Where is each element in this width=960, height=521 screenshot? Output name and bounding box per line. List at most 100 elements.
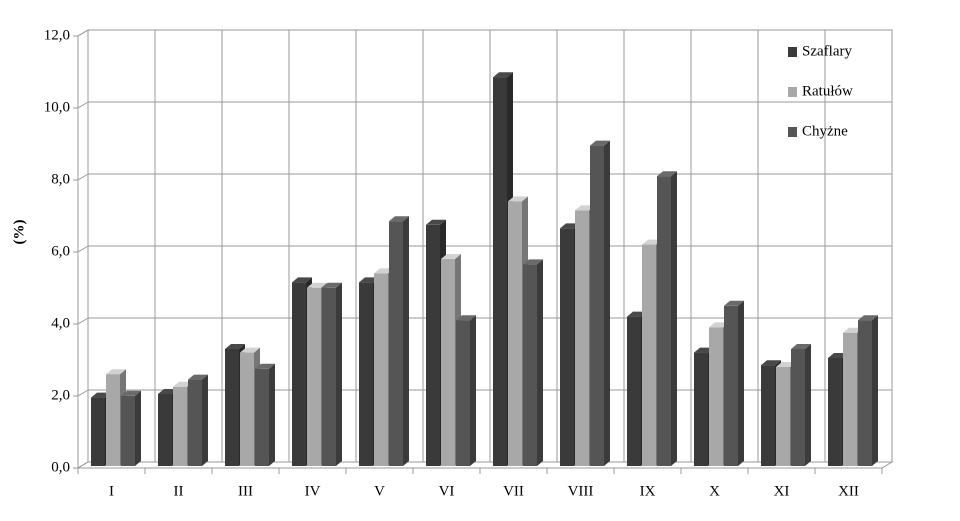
bar-side <box>336 282 342 466</box>
bar <box>307 287 321 466</box>
bar-top <box>590 140 610 146</box>
bar <box>456 320 470 466</box>
bar <box>590 145 604 466</box>
y-tick-label: 0,0 <box>51 459 70 475</box>
bar-top <box>456 315 476 321</box>
bar-side <box>269 363 275 466</box>
y-tick-label: 2,0 <box>51 387 70 403</box>
bar-top <box>121 390 141 396</box>
x-tick-label: XI <box>774 483 790 499</box>
bar <box>724 305 738 466</box>
bar-group <box>523 259 543 466</box>
bar-side <box>872 315 878 466</box>
x-tick-label: X <box>709 483 720 499</box>
bar-top <box>791 344 811 349</box>
bar-side <box>135 390 141 466</box>
bar-group <box>724 300 744 466</box>
bar-top <box>255 363 275 369</box>
bar <box>359 282 373 466</box>
bar <box>694 352 708 466</box>
legend-label: Chyżne <box>802 123 848 139</box>
side-grid-line <box>77 389 89 397</box>
bar-side <box>604 140 610 466</box>
bar <box>255 368 269 466</box>
bar <box>322 287 336 466</box>
bar-top <box>225 344 245 349</box>
y-tick-label: 6,0 <box>51 243 70 259</box>
bar <box>657 176 671 466</box>
bar-group <box>590 140 610 466</box>
bar <box>225 349 239 466</box>
x-tick-label: VIII <box>568 483 594 499</box>
bar-group <box>188 374 208 466</box>
bar <box>508 201 522 466</box>
bar-top <box>508 196 528 202</box>
x-tick-label: XII <box>838 483 859 499</box>
x-tick-label: IV <box>305 483 321 499</box>
bar <box>776 367 790 466</box>
x-tick-label: II <box>174 483 184 499</box>
legend-label: Ratułów <box>802 83 853 99</box>
bar <box>858 320 872 466</box>
bar-top <box>188 374 208 380</box>
bar <box>642 244 656 466</box>
bar-group <box>322 282 342 466</box>
x-tick-label: IX <box>640 483 656 499</box>
bar-group <box>858 315 878 466</box>
bar-top <box>389 216 409 222</box>
bar <box>389 221 403 466</box>
bar-side <box>738 300 744 466</box>
bar-group <box>389 216 409 466</box>
side-grid-line <box>77 317 89 325</box>
y-tick-label: 12,0 <box>44 27 70 43</box>
bar-side <box>202 374 208 466</box>
side-grid-line <box>77 461 89 469</box>
bar <box>188 379 202 466</box>
bar-top <box>106 369 126 375</box>
bar <box>560 228 574 466</box>
x-tick-label: VII <box>503 483 524 499</box>
bar-top <box>322 282 342 288</box>
bar <box>828 358 842 466</box>
bar-top <box>493 72 513 78</box>
bar-group <box>791 344 811 466</box>
bar-group <box>456 315 476 466</box>
y-tick-label: 10,0 <box>44 99 70 115</box>
x-tick-label: V <box>374 483 385 499</box>
x-tick-label: III <box>238 483 253 499</box>
bar-side <box>403 216 409 466</box>
side-grid-line <box>77 173 89 181</box>
bar-top <box>858 315 878 321</box>
bar <box>523 264 537 466</box>
legend-swatch <box>788 47 797 57</box>
bar <box>575 210 589 466</box>
bar <box>158 394 172 466</box>
bar <box>374 273 388 466</box>
bar-group <box>255 363 275 466</box>
bar <box>292 282 306 466</box>
bar <box>173 386 187 466</box>
bar <box>121 395 135 466</box>
bar-top <box>292 277 312 283</box>
x-tick-label: I <box>109 483 114 499</box>
x-tick-label: VI <box>439 483 455 499</box>
y-axis-label: (%) <box>11 220 27 245</box>
bar-top <box>523 259 543 265</box>
bar <box>441 259 455 466</box>
bar <box>91 397 105 466</box>
bar-side <box>470 315 476 466</box>
bar-group <box>657 171 677 466</box>
bar-top <box>657 171 677 177</box>
bar <box>106 374 120 466</box>
bar <box>627 316 641 466</box>
bar-top <box>240 347 260 353</box>
legend-swatch <box>788 127 797 137</box>
bar <box>240 352 254 466</box>
bar <box>709 327 723 466</box>
bar <box>791 349 805 466</box>
bar-top <box>307 282 327 288</box>
bar <box>843 332 857 466</box>
bar-side <box>805 344 811 466</box>
bar-top <box>761 360 781 366</box>
